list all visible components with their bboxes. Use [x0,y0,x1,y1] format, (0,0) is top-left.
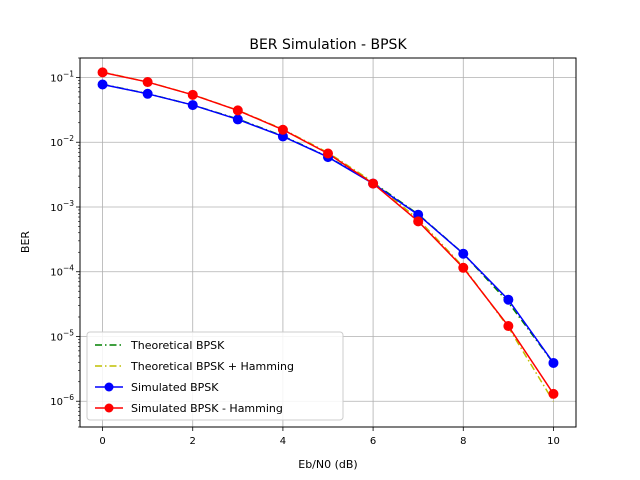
series-3-point [548,357,559,368]
series-3-point [458,248,469,259]
legend-label: Simulated BPSK [131,381,219,394]
series-4-point [458,262,469,273]
x-axis-ticks: 0 2 4 6 8 10 [99,427,560,447]
series-4-point [97,67,108,78]
series-4-point [368,178,379,189]
legend-box [86,331,344,421]
series-3-point [187,100,198,111]
y-tick-label: 10−3 [50,199,74,214]
x-tick-label: 8 [460,436,466,447]
series-3-point [142,88,153,99]
y-tick-label: 10−4 [50,264,74,279]
legend-label: Theoretical BPSK + Hamming [130,360,294,373]
legend-label: Theoretical BPSK [130,339,225,352]
series-4-point [187,89,198,100]
series-4-point [413,216,424,227]
chart-title: BER Simulation - BPSK [249,37,407,53]
y-tick-label: 10−6 [50,393,74,408]
x-tick-label: 6 [370,436,376,447]
y-tick-label: 10−5 [50,328,74,343]
y-tick-label: 10−2 [50,134,74,149]
x-tick-label: 0 [99,436,105,447]
x-tick-label: 4 [280,436,286,447]
series-4-point [232,105,243,116]
x-tick-label: 10 [547,436,560,447]
series-4-point [142,77,153,88]
series-3-point [232,114,243,125]
legend-marker [104,382,114,392]
series-4-point [548,388,559,399]
series-4-point [503,321,514,332]
x-tick-label: 2 [190,436,196,447]
legend-marker [104,403,114,413]
y-axis-title: BER [19,231,32,253]
series-4-point [323,148,333,159]
series-markers [97,67,559,399]
x-axis-title: Eb/N0 (dB) [298,458,357,471]
y-tick-label: 10−1 [50,69,74,84]
legend-label: Simulated BPSK - Hamming [131,402,283,415]
series-4-point [277,124,288,135]
plot-frame [79,57,577,428]
series-3-point [97,79,108,90]
legend: Theoretical BPSK Theoretical BPSK + Hammi… [86,331,344,421]
series-3-point [503,294,514,305]
y-axis-ticks: 10−1 10−2 10−3 10−4 10−5 10−6 [50,57,80,428]
